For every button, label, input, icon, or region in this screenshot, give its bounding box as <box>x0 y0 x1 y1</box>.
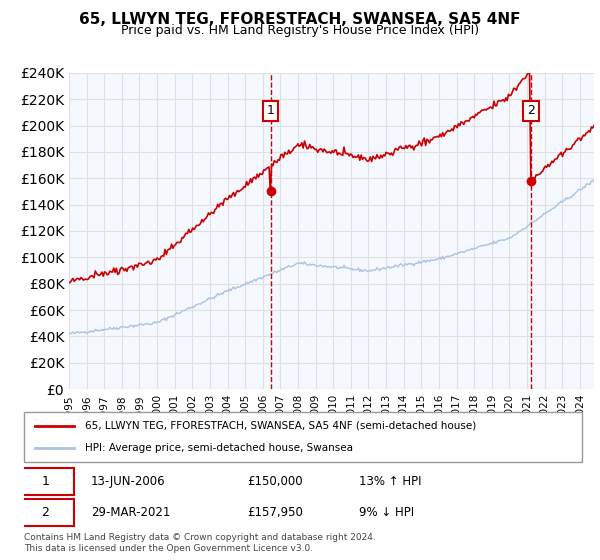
Text: 29-MAR-2021: 29-MAR-2021 <box>91 506 170 519</box>
Text: 9% ↓ HPI: 9% ↓ HPI <box>359 506 414 519</box>
Text: 1: 1 <box>41 475 49 488</box>
FancyBboxPatch shape <box>16 468 74 495</box>
Text: 1: 1 <box>267 104 275 117</box>
Text: 65, LLWYN TEG, FFORESTFACH, SWANSEA, SA5 4NF (semi-detached house): 65, LLWYN TEG, FFORESTFACH, SWANSEA, SA5… <box>85 421 476 431</box>
Text: 13-JUN-2006: 13-JUN-2006 <box>91 475 166 488</box>
Text: 13% ↑ HPI: 13% ↑ HPI <box>359 475 421 488</box>
Text: Contains HM Land Registry data © Crown copyright and database right 2024.
This d: Contains HM Land Registry data © Crown c… <box>24 533 376 553</box>
Text: 2: 2 <box>41 506 49 519</box>
FancyBboxPatch shape <box>16 499 74 526</box>
Text: Price paid vs. HM Land Registry's House Price Index (HPI): Price paid vs. HM Land Registry's House … <box>121 24 479 37</box>
FancyBboxPatch shape <box>24 412 582 462</box>
Text: £150,000: £150,000 <box>247 475 303 488</box>
Text: 65, LLWYN TEG, FFORESTFACH, SWANSEA, SA5 4NF: 65, LLWYN TEG, FFORESTFACH, SWANSEA, SA5… <box>79 12 521 27</box>
Text: £157,950: £157,950 <box>247 506 303 519</box>
Text: HPI: Average price, semi-detached house, Swansea: HPI: Average price, semi-detached house,… <box>85 443 353 453</box>
Text: 2: 2 <box>527 104 535 117</box>
